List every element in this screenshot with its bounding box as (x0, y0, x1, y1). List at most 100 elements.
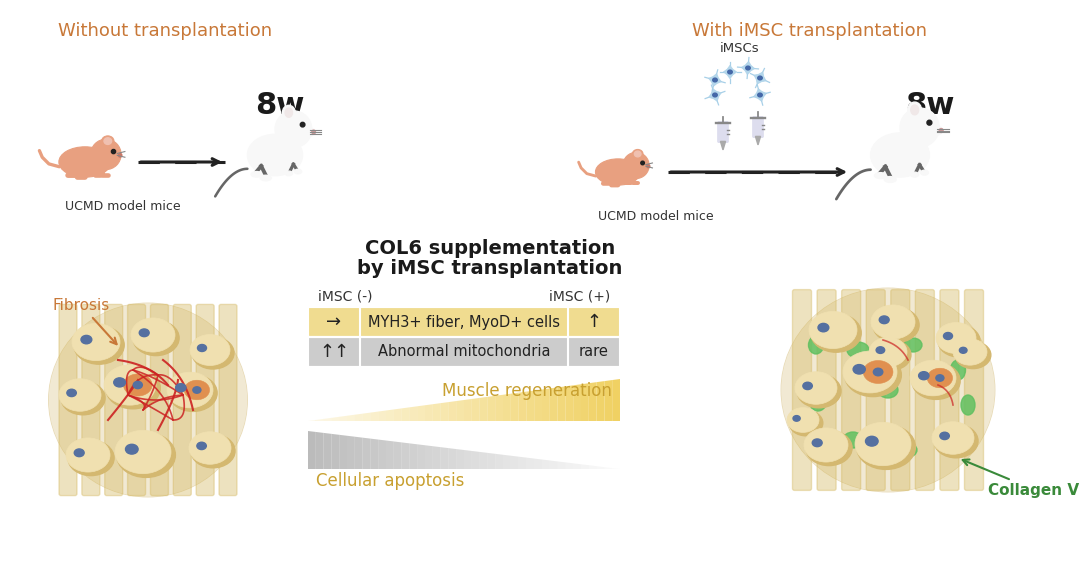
Text: UCMD model mice: UCMD model mice (598, 210, 714, 223)
Ellipse shape (809, 336, 824, 354)
Polygon shape (566, 385, 573, 421)
Polygon shape (426, 445, 433, 469)
Ellipse shape (818, 323, 828, 332)
Polygon shape (542, 460, 550, 469)
Ellipse shape (139, 329, 149, 337)
Polygon shape (542, 389, 550, 421)
Ellipse shape (595, 159, 640, 185)
Polygon shape (417, 406, 426, 421)
Polygon shape (573, 384, 581, 421)
Text: Collagen VI: Collagen VI (962, 460, 1080, 498)
Ellipse shape (870, 133, 930, 177)
Ellipse shape (934, 424, 978, 458)
Polygon shape (370, 439, 378, 469)
Ellipse shape (940, 431, 956, 449)
Ellipse shape (75, 449, 84, 457)
Polygon shape (605, 467, 612, 469)
Ellipse shape (189, 431, 231, 464)
Ellipse shape (793, 416, 800, 421)
Polygon shape (573, 463, 581, 469)
Ellipse shape (185, 380, 210, 400)
Text: Muscle regeneration: Muscle regeneration (442, 382, 612, 400)
Ellipse shape (919, 372, 929, 380)
Ellipse shape (198, 345, 206, 351)
Text: →: → (326, 313, 341, 331)
Polygon shape (526, 390, 535, 421)
Circle shape (275, 111, 312, 148)
Ellipse shape (812, 439, 822, 447)
FancyBboxPatch shape (197, 305, 214, 496)
FancyBboxPatch shape (718, 122, 728, 142)
FancyBboxPatch shape (59, 305, 77, 496)
Circle shape (300, 122, 305, 127)
Ellipse shape (633, 149, 643, 158)
Ellipse shape (117, 433, 175, 477)
Circle shape (940, 129, 943, 133)
Polygon shape (441, 402, 448, 421)
FancyBboxPatch shape (841, 289, 861, 491)
Ellipse shape (251, 171, 262, 177)
FancyBboxPatch shape (753, 117, 764, 138)
Ellipse shape (875, 173, 887, 179)
Ellipse shape (876, 347, 885, 354)
Ellipse shape (802, 382, 812, 390)
Polygon shape (456, 449, 464, 469)
Polygon shape (363, 413, 370, 421)
FancyBboxPatch shape (219, 305, 237, 496)
Polygon shape (332, 417, 339, 421)
Ellipse shape (929, 126, 942, 135)
Polygon shape (409, 443, 417, 469)
Ellipse shape (190, 334, 230, 365)
Ellipse shape (168, 374, 217, 411)
Polygon shape (315, 432, 324, 469)
Ellipse shape (60, 381, 105, 415)
Polygon shape (378, 439, 386, 469)
FancyBboxPatch shape (891, 289, 909, 491)
Ellipse shape (847, 342, 869, 358)
FancyBboxPatch shape (308, 337, 620, 367)
Ellipse shape (176, 384, 186, 392)
Polygon shape (596, 466, 605, 469)
Circle shape (623, 152, 649, 179)
Polygon shape (518, 457, 526, 469)
Polygon shape (324, 433, 332, 469)
Polygon shape (496, 395, 503, 421)
Circle shape (111, 149, 116, 153)
Ellipse shape (899, 443, 917, 457)
Polygon shape (612, 468, 620, 469)
Ellipse shape (781, 288, 996, 492)
Ellipse shape (878, 382, 897, 398)
Text: Abnormal mitochondria: Abnormal mitochondria (378, 345, 550, 359)
Ellipse shape (928, 368, 953, 388)
Polygon shape (308, 431, 315, 469)
Ellipse shape (939, 325, 980, 357)
Polygon shape (394, 442, 402, 469)
Ellipse shape (853, 364, 865, 374)
Text: Cellular apoptosis: Cellular apoptosis (316, 472, 464, 490)
Ellipse shape (728, 70, 732, 74)
Circle shape (900, 108, 940, 147)
Ellipse shape (72, 323, 120, 360)
Polygon shape (496, 454, 503, 469)
FancyBboxPatch shape (105, 305, 123, 496)
Ellipse shape (787, 408, 819, 433)
Ellipse shape (758, 76, 762, 80)
Ellipse shape (59, 378, 102, 411)
Ellipse shape (789, 410, 823, 436)
Polygon shape (386, 409, 394, 421)
Polygon shape (605, 380, 612, 421)
Polygon shape (426, 404, 433, 421)
Polygon shape (589, 382, 596, 421)
Ellipse shape (192, 337, 234, 369)
Polygon shape (472, 398, 480, 421)
Polygon shape (480, 397, 487, 421)
Ellipse shape (865, 437, 878, 446)
Polygon shape (511, 456, 518, 469)
Text: COL6 supplementation: COL6 supplementation (365, 239, 616, 258)
Circle shape (927, 120, 932, 125)
Polygon shape (566, 462, 573, 469)
Ellipse shape (295, 169, 301, 174)
Ellipse shape (102, 136, 114, 146)
Ellipse shape (167, 372, 213, 408)
FancyBboxPatch shape (793, 289, 811, 491)
